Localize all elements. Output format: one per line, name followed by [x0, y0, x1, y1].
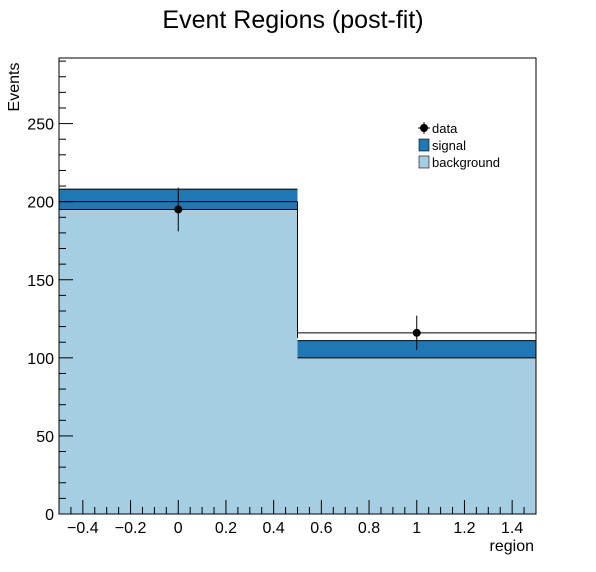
legend-marker-0 — [420, 124, 428, 132]
legend: data signal background — [418, 121, 500, 170]
x-tick-label-1: −0.2 — [115, 520, 147, 537]
axes-layer: 0 50 100 150 200 250 −0.4 −0.2 0 0.2 0.4 0.6 0.8 1 1.2… — [27, 60, 525, 537]
x-tick-label-8: 1.2 — [453, 520, 475, 537]
x-tick-label-5: 0.6 — [310, 520, 332, 537]
chart-title: Event Regions (post-fit) — [162, 6, 423, 34]
x-tick-label-2: 0 — [174, 520, 183, 537]
y-tick-label-0: 0 — [45, 507, 54, 524]
background-bar-0 — [59, 209, 298, 515]
y-tick-label-3: 150 — [27, 273, 54, 290]
legend-swatch-2 — [418, 155, 430, 169]
y-tick-label-4: 200 — [27, 195, 54, 212]
x-tick-label-0: −0.4 — [67, 520, 99, 537]
histogram-layer — [59, 188, 536, 515]
data-point-1 — [412, 328, 421, 337]
legend-label-2: background — [432, 155, 500, 170]
legend-label-1: signal — [432, 138, 466, 153]
x-tick-label-7: 1 — [412, 520, 421, 537]
y-tick-label-2: 100 — [27, 351, 54, 368]
y-tick-label-1: 50 — [36, 429, 54, 446]
data-points-layer — [174, 187, 421, 351]
x-tick-label-3: 0.2 — [215, 520, 237, 537]
x-tick-label-9: 1.4 — [501, 520, 523, 537]
data-point-0 — [174, 205, 183, 214]
background-bar-1 — [297, 357, 536, 514]
y-axis-label: Events — [6, 63, 23, 112]
x-tick-label-4: 0.4 — [263, 520, 285, 537]
y-tick-label-5: 250 — [27, 117, 54, 134]
x-axis-label: region — [490, 538, 534, 555]
x-tick-label-6: 0.8 — [358, 520, 380, 537]
legend-swatch-1 — [418, 138, 430, 152]
legend-label-0: data — [432, 121, 458, 136]
